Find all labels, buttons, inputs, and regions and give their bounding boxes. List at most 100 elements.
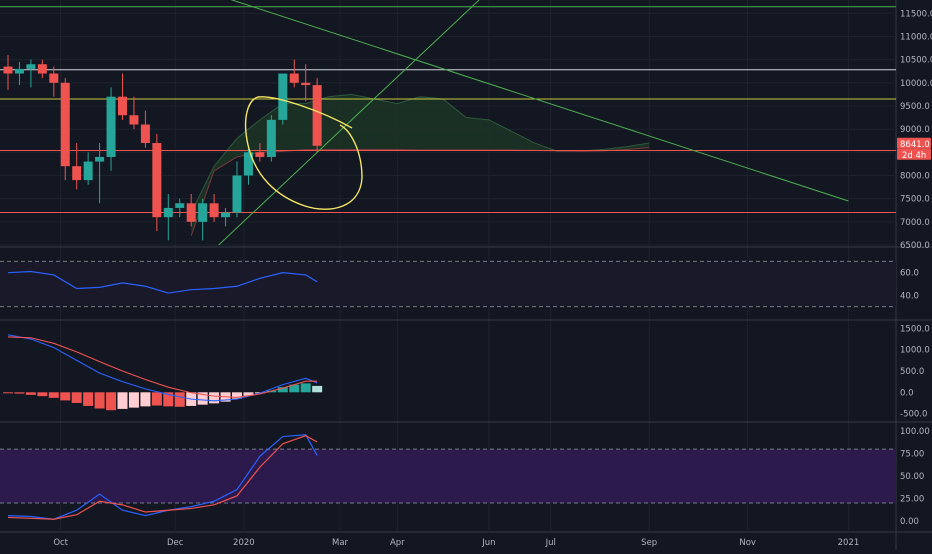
macd-line [7, 336, 318, 398]
price-tick-label: 10500.0 [900, 56, 932, 66]
x-tick-label: Mar [332, 538, 349, 548]
x-tick-label: Oct [53, 538, 68, 548]
candle-body [243, 152, 253, 176]
macd-tick-label: 1500.0 [900, 324, 930, 334]
stoch-tick-label: 75.00 [900, 450, 924, 460]
macd-histogram-bar [243, 392, 254, 396]
macd-histogram-bar [128, 392, 139, 408]
candle-body [129, 115, 139, 125]
candle-body [14, 68, 24, 74]
price-tag [897, 137, 931, 149]
candle-body [289, 73, 299, 83]
macd-histogram-bar [312, 385, 323, 393]
price-tick-label: 8000.0 [900, 171, 930, 181]
macd-tick-label: 500.0 [900, 367, 924, 377]
x-tick-label: Sep [641, 538, 657, 548]
macd-histogram-bar [3, 392, 13, 394]
price-tick-label: 11500.0 [900, 9, 932, 19]
x-tick-label: Apr [390, 538, 405, 548]
candle-body [83, 161, 93, 181]
rsi-line [7, 270, 318, 294]
candle-body [37, 64, 47, 74]
macd-histogram-bar [94, 392, 105, 409]
macd-histogram-bar [209, 392, 220, 404]
macd-histogram-bar [60, 392, 71, 401]
candle-body [221, 212, 231, 218]
stoch-line [7, 435, 318, 520]
macd-tick-label: 1000.0 [900, 346, 930, 356]
candle-body [232, 175, 242, 213]
price-tick-label: 9500.0 [900, 102, 930, 112]
stoch-tick-label: 25.00 [900, 495, 924, 505]
candle-body [118, 96, 127, 116]
price-tag-value: 8641.0 [900, 140, 930, 150]
price-tag-countdown: 2d 4h [902, 151, 926, 161]
stoch-tick-label: 100.00 [900, 427, 930, 437]
candle-body [278, 73, 288, 120]
macd-histogram-bar [37, 392, 48, 397]
macd-histogram-bar [197, 392, 208, 405]
macd-histogram-bar [48, 392, 59, 398]
price-tick-label: 10000.0 [900, 79, 932, 89]
macd-histogram-bar [163, 392, 174, 407]
price-tick-label: 7500.0 [900, 195, 930, 205]
x-tick-label: Jul [545, 538, 556, 548]
price-tick-label: 9000.0 [900, 125, 930, 135]
stoch-tick-label: 0.00 [900, 517, 919, 527]
macd-histogram-bar [25, 392, 36, 395]
macd-histogram-bar [174, 392, 185, 407]
x-tick-label: Nov [739, 538, 756, 548]
trendline [218, 0, 480, 246]
rsi-tick-label: 60.0 [900, 269, 919, 279]
macd-histogram-bar [71, 392, 82, 403]
candle-body [3, 66, 13, 74]
candle-body [106, 96, 116, 157]
candle-body [255, 152, 265, 157]
drawn-ellipse-annotation [244, 96, 363, 210]
countdown-tag [897, 148, 931, 160]
macd-histogram-bar [277, 387, 288, 393]
rsi-tick-label: 40.0 [900, 291, 919, 301]
x-tick-label: Jun [481, 538, 495, 548]
macd-line [7, 334, 318, 402]
rsi-band [0, 261, 896, 307]
candle-body [60, 82, 70, 167]
candle-body [26, 64, 36, 69]
macd-tick-label: -500.0 [900, 410, 927, 420]
macd-tick-label: 0.0 [900, 388, 914, 398]
macd-histogram-bar [117, 392, 128, 409]
price-tick-label: 6500.0 [900, 241, 930, 251]
candle-body [301, 82, 311, 86]
macd-histogram-bar [232, 392, 242, 399]
macd-histogram-bar [14, 392, 25, 394]
ichimoku-cloud [191, 94, 650, 236]
price-tick-label: 11000.0 [900, 32, 932, 42]
candle-body [209, 203, 219, 218]
macd-histogram-bar [83, 392, 94, 406]
x-tick-label: 2021 [838, 538, 860, 548]
candle-body [152, 143, 162, 218]
stoch-band [0, 449, 896, 504]
candle-body [95, 156, 105, 162]
macd-histogram-bar [151, 392, 162, 406]
candle-body [175, 203, 185, 208]
candle-body [163, 207, 173, 218]
candle-body [49, 73, 59, 83]
candle-body [312, 85, 322, 146]
candle-body [186, 203, 196, 222]
macd-histogram-bar [289, 384, 300, 393]
x-tick-label: 2020 [233, 538, 255, 548]
x-tick-label: Dec [167, 538, 184, 548]
macd-histogram-bar [300, 383, 311, 393]
macd-histogram-bar [140, 392, 151, 407]
trendline [230, 0, 849, 202]
candle-body [198, 203, 208, 222]
candle-body [140, 124, 150, 144]
macd-histogram-bar [106, 392, 117, 411]
price-tick-label: 7000.0 [900, 218, 930, 228]
stoch-tick-label: 50.00 [900, 472, 924, 482]
candle-body [266, 119, 276, 157]
candle-body [72, 166, 82, 181]
